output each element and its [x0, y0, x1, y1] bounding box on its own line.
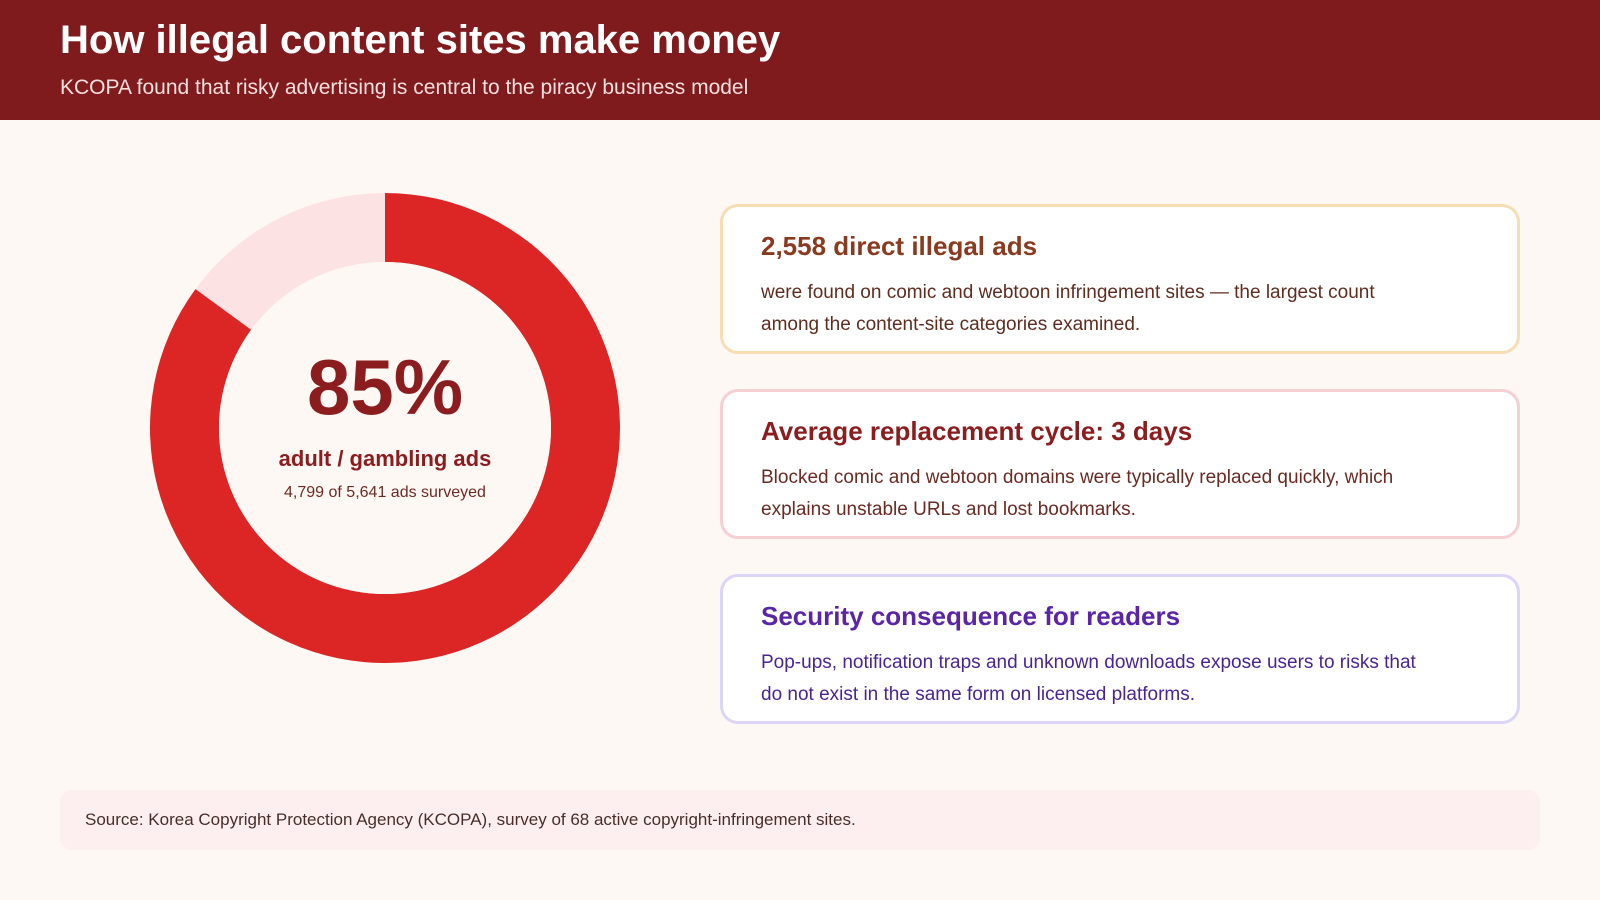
source-text: Source: Korea Copyright Protection Agenc… — [85, 810, 856, 829]
donut-chart-svg — [149, 193, 620, 663]
source-note: Source: Korea Copyright Protection Agenc… — [60, 790, 1540, 850]
stat-card-illegal-ads: 2,558 direct illegal ads were found on c… — [720, 204, 1520, 354]
card-title: 2,558 direct illegal ads — [761, 231, 1038, 261]
card-title: Average replacement cycle: 3 days — [761, 416, 1193, 446]
donut-slice-1 — [195, 193, 385, 330]
stat-card-replacement-cycle: Average replacement cycle: 3 days Blocke… — [720, 389, 1520, 539]
card-text: Pop-ups, notification traps and unknown … — [761, 652, 1416, 705]
donut-center-sub: 4,799 of 5,641 ads surveyed — [284, 484, 486, 501]
donut-center-value: 85% — [306, 343, 464, 431]
donut-center-label: adult / gambling ads — [278, 446, 492, 471]
card-title: Security consequence for readers — [761, 601, 1181, 631]
card-text: Blocked comic and webtoon domains were t… — [761, 467, 1394, 520]
donut-center: 85% adult / gambling ads 4,799 of 5,641 … — [220, 186, 550, 670]
card-text: were found on comic and webtoon infringe… — [761, 282, 1375, 335]
header-banner: How illegal content sites make money KCO… — [0, 0, 1600, 120]
stat-card-security: Security consequence for readers Pop-ups… — [720, 574, 1520, 724]
donut-slice-0 — [149, 193, 620, 663]
page-title: How illegal content sites make money — [60, 18, 781, 62]
donut-hole — [219, 262, 551, 594]
donut-chart: 85% adult / gambling ads 4,799 of 5,641 … — [140, 186, 630, 670]
page-subtitle: KCOPA found that risky advertising is ce… — [60, 76, 749, 99]
